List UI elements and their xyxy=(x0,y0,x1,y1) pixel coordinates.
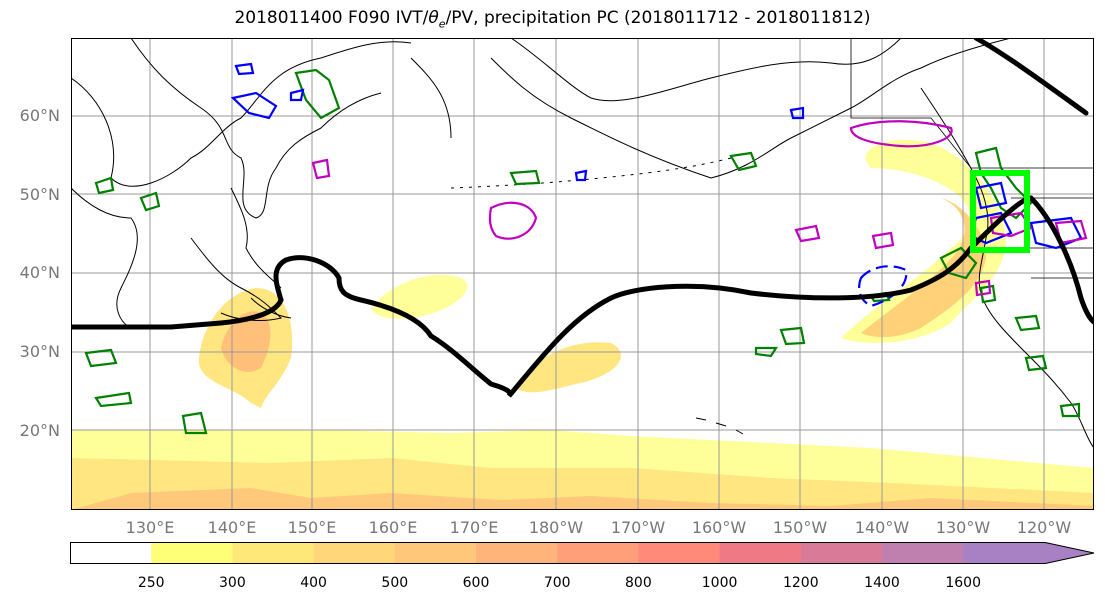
lat-label-20n: 20°N xyxy=(19,421,60,440)
lat-label-50n: 50°N xyxy=(19,185,60,204)
lon-label-160e: 160°E xyxy=(368,518,418,537)
colorbar-tick-label: 500 xyxy=(381,575,409,591)
border-lines xyxy=(850,38,1094,279)
ivt-blob-south xyxy=(516,342,621,393)
plot-title: 2018011400 F090 IVT/θe/PV, precipitation… xyxy=(0,8,1105,30)
lon-label-180w: 180°W xyxy=(528,518,584,537)
colorbar-segment xyxy=(638,542,721,564)
ivt-tropical-band-mid xyxy=(71,458,1094,510)
colorbar-tick-label: 250 xyxy=(137,575,165,591)
lon-label-140e: 140°E xyxy=(207,518,257,537)
colorbar-svg xyxy=(70,542,1095,564)
colorbar-segment xyxy=(963,542,1094,564)
title-prefix: 2018011400 F090 IVT/ xyxy=(234,8,429,28)
coast-alaska xyxy=(410,38,1012,179)
theta-blue-contours xyxy=(230,62,1083,308)
colorbar-segment xyxy=(394,542,477,564)
colorbar-segment xyxy=(70,542,152,564)
lon-label-140w: 140°W xyxy=(854,518,910,537)
colorbar-segment xyxy=(800,542,883,564)
pv-contours xyxy=(84,68,1081,435)
jet-axis-line xyxy=(71,195,1094,398)
colorbar-segment xyxy=(557,542,639,564)
colorbar-outline xyxy=(70,542,1095,564)
colorbar-segment xyxy=(476,542,558,564)
colorbar-tick-label: 800 xyxy=(625,575,652,591)
colorbar-tick-label: 1400 xyxy=(864,575,900,591)
map-border xyxy=(71,38,1094,510)
lat-label-40n: 40°N xyxy=(19,263,60,282)
coast-hawaii xyxy=(695,417,744,435)
ivt-shading xyxy=(71,139,1094,510)
colorbar-segment xyxy=(719,542,802,564)
lon-label-160w: 160°W xyxy=(691,518,747,537)
lon-label-120w: 120°W xyxy=(1016,518,1072,537)
title-suffix: /PV, precipitation PC (2018011712 - 2018… xyxy=(445,8,871,28)
target-region-box xyxy=(970,170,1030,253)
colorbar-segment xyxy=(151,542,233,564)
jet-axis-north xyxy=(973,38,1089,116)
theta-magenta-contours xyxy=(311,120,1088,297)
lon-label-150w: 150°W xyxy=(772,518,828,537)
graticule xyxy=(71,38,1094,510)
lon-label-170w: 170°W xyxy=(610,518,666,537)
colorbar xyxy=(70,542,1095,564)
ivt-blob-west-core xyxy=(221,311,271,372)
colorbar-tick-label: 1000 xyxy=(701,575,738,591)
coast-alaska-north xyxy=(510,38,902,102)
coast-asia xyxy=(71,38,412,329)
lat-label-30n: 30°N xyxy=(19,342,60,361)
map-svg xyxy=(71,38,1094,510)
lon-label-130e: 130°E xyxy=(125,518,175,537)
colorbar-segment xyxy=(232,542,315,564)
colorbar-tick-label: 300 xyxy=(219,575,246,591)
title-theta: θ xyxy=(428,8,439,28)
colorbar-segment xyxy=(313,542,396,564)
lon-label-130w: 130°W xyxy=(935,518,991,537)
colorbar-tick-label: 400 xyxy=(300,575,327,591)
map-panel xyxy=(71,38,1094,510)
ivt-atmospheric-river-core xyxy=(861,198,986,338)
colorbar-segment xyxy=(882,542,964,564)
lon-label-150e: 150°E xyxy=(287,518,337,537)
ivt-tropical-band-high xyxy=(71,488,1094,510)
colorbar-tick-label: 1600 xyxy=(945,575,982,591)
colorbar-tick-label: 1200 xyxy=(782,575,819,591)
lon-label-170e: 170°E xyxy=(449,518,499,537)
title-theta-subscript: e xyxy=(438,17,446,31)
colorbar-tick-label: 700 xyxy=(543,575,571,591)
colorbar-tick-label: 600 xyxy=(462,575,490,591)
lat-label-60n: 60°N xyxy=(19,106,60,125)
